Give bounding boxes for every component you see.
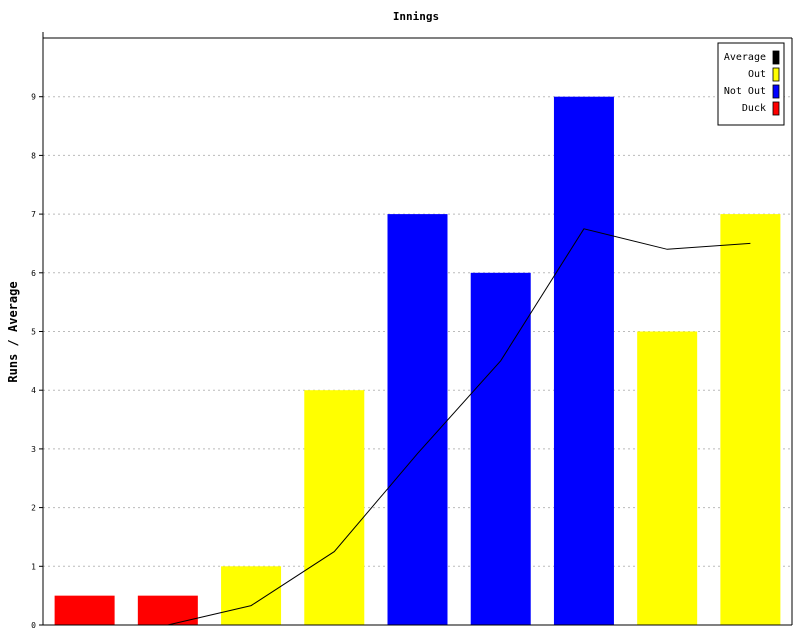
y-tick-label: 3 — [31, 445, 36, 454]
bar — [221, 566, 282, 625]
legend: Average Out Not Out Duck — [717, 42, 785, 126]
bar — [720, 214, 781, 625]
y-axis-label: Runs / Average — [6, 281, 20, 382]
bar — [637, 331, 698, 625]
y-tick-label: 2 — [31, 504, 36, 513]
bar — [387, 214, 448, 625]
y-tick-label: 5 — [31, 328, 36, 337]
legend-swatch — [772, 84, 780, 99]
bar — [304, 390, 365, 625]
chart-title: Innings — [393, 10, 439, 23]
bar-series — [54, 96, 781, 625]
legend-label: Average — [724, 52, 766, 63]
bar — [553, 96, 614, 625]
y-tick-label: 0 — [31, 621, 36, 630]
y-tick-label: 4 — [31, 386, 36, 395]
y-tick-label: 9 — [31, 93, 36, 102]
legend-label: Not Out — [724, 86, 766, 97]
y-tick-label: 7 — [31, 210, 36, 219]
y-tick-labels: 0 1 2 3 4 5 6 7 8 9 — [31, 93, 43, 630]
y-tick-label: 6 — [31, 269, 36, 278]
legend-swatch — [772, 101, 780, 116]
legend-swatch — [772, 67, 780, 82]
bar — [470, 272, 531, 625]
y-tick-label: 8 — [31, 151, 36, 160]
legend-label: Duck — [742, 103, 766, 114]
legend-label: Out — [748, 69, 766, 80]
average-series-line — [167, 228, 751, 626]
axes — [42, 32, 793, 626]
bar — [54, 595, 115, 625]
legend-swatch — [772, 50, 780, 65]
y-tick-label: 1 — [31, 562, 36, 571]
average-line — [167, 228, 751, 626]
